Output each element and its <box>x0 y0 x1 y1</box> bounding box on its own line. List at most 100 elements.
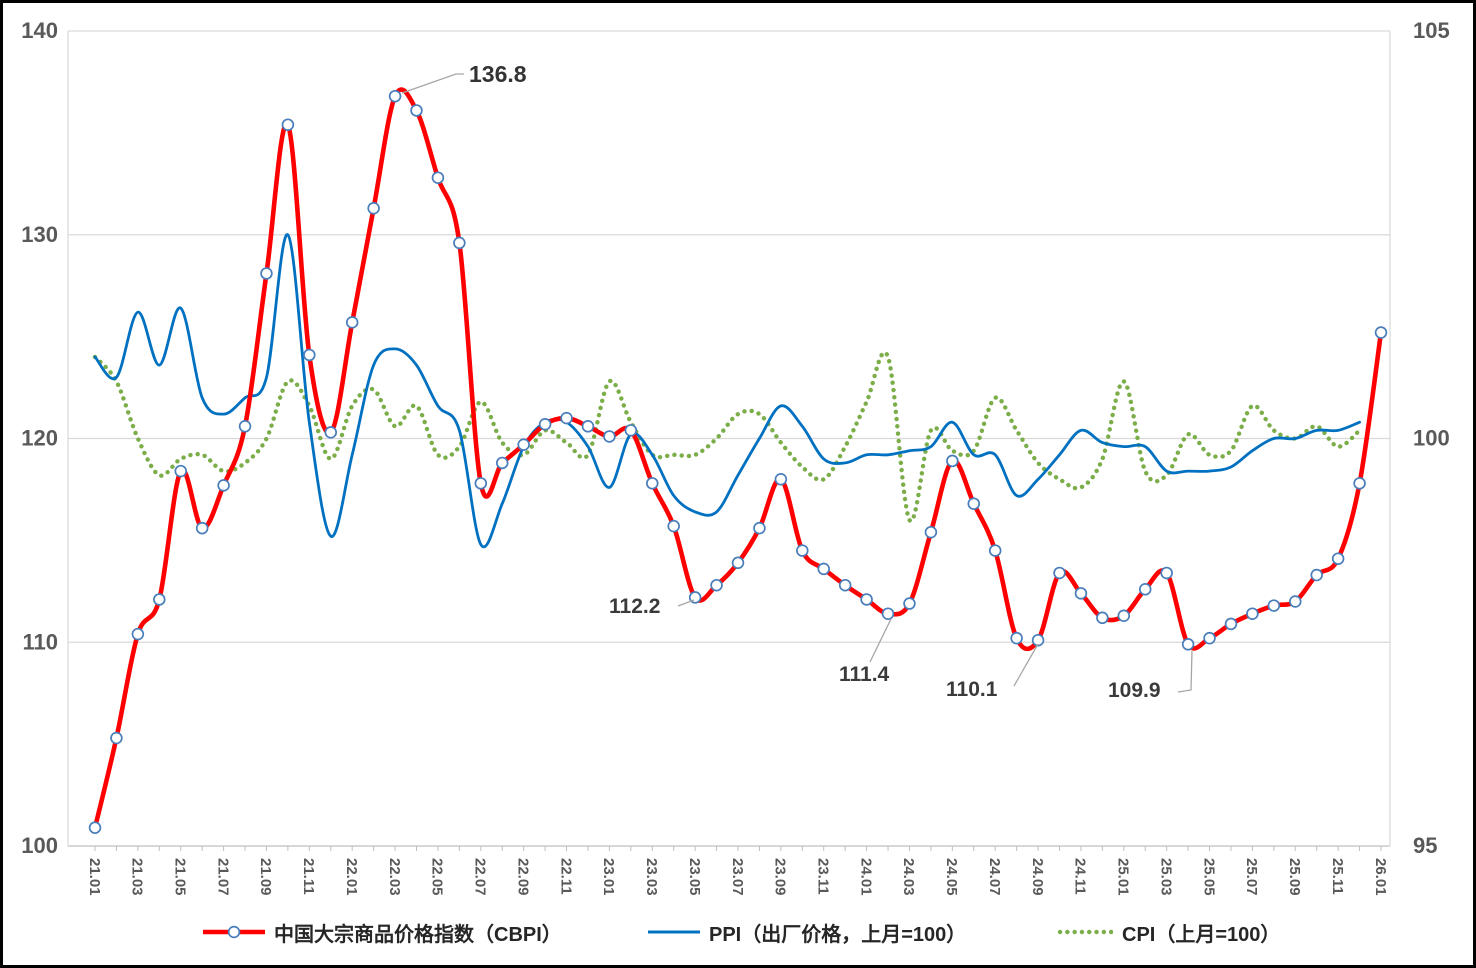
cbpi-line <box>92 87 1384 830</box>
annotation-dip-109-9: 109.9 <box>1108 679 1161 702</box>
cbpi-marker <box>667 519 680 533</box>
cbpi-marker <box>517 438 530 451</box>
cpi-line <box>92 350 1362 524</box>
cbpi-marker <box>1138 583 1152 596</box>
legend-label-cbpi: 中国大宗商品价格指数（CBPI） <box>274 923 562 946</box>
cbpi-marker <box>603 430 616 443</box>
annotation-peak-136-8: 136.8 <box>469 61 527 87</box>
annotation-leader-line <box>401 73 464 94</box>
x-axis-label: 25.01 <box>1115 858 1132 896</box>
left-axis-label: 100 <box>21 833 58 858</box>
cbpi-marker <box>1353 477 1366 490</box>
cbpi-marker <box>860 593 873 606</box>
cbpi-marker <box>881 607 895 620</box>
annotation-dip-111-4: 111.4 <box>839 663 890 686</box>
x-axis-label: 25.11 <box>1329 858 1346 895</box>
legend-item-ppi: PPI（出厂价格，上月=100） <box>648 915 966 949</box>
cbpi-marker <box>238 420 252 433</box>
x-axis-label: 22.03 <box>386 858 403 896</box>
cbpi-marker <box>1117 609 1131 623</box>
cbpi-marker <box>1010 631 1023 645</box>
cbpi-marker <box>1310 568 1323 582</box>
cbpi-marker <box>1160 566 1173 580</box>
right-axis-label: 105 <box>1413 18 1450 43</box>
x-axis-label: 23.03 <box>643 858 660 896</box>
cbpi-marker <box>474 477 488 490</box>
cbpi-marker <box>195 521 209 535</box>
x-axis-label: 24.09 <box>1029 858 1046 896</box>
x-axis-label: 22.11 <box>557 858 574 895</box>
x-axis-label: 25.05 <box>1200 858 1217 896</box>
cbpi-marker <box>1053 566 1066 580</box>
cbpi-marker <box>1074 587 1088 600</box>
cbpi-marker <box>1181 638 1195 651</box>
cbpi-marker <box>495 456 509 470</box>
x-axis-label: 22.01 <box>343 858 360 896</box>
cbpi-marker <box>260 267 273 280</box>
x-axis-label: 22.07 <box>472 858 489 896</box>
x-axis-label: 22.05 <box>429 858 446 896</box>
ppi-line <box>93 233 1361 549</box>
annotation-leader-line <box>677 599 695 607</box>
cbpi-marker <box>646 477 659 490</box>
x-axis-label: 21.03 <box>129 858 146 896</box>
cbpi-marker <box>388 89 402 103</box>
x-axis-label: 21.05 <box>171 858 188 896</box>
x-axis-label: 21.11 <box>300 858 317 895</box>
x-axis-label: 23.07 <box>729 858 746 896</box>
cbpi-marker <box>324 426 338 439</box>
right-axis-label: 100 <box>1413 426 1450 451</box>
cbpi-marker <box>410 104 423 117</box>
cbpi-marker <box>1096 611 1109 625</box>
cbpi-marker <box>924 525 938 539</box>
cbpi-marker <box>624 424 638 437</box>
cbpi-marker <box>731 556 745 570</box>
x-axis-label: 25.03 <box>1157 858 1174 896</box>
x-axis-label: 21.07 <box>214 858 231 896</box>
right-axis-label: 95 <box>1413 833 1437 858</box>
cbpi-marker <box>1289 595 1302 608</box>
x-axis-label: 24.11 <box>1072 858 1089 895</box>
cbpi-marker <box>367 202 380 215</box>
x-axis-label: 23.01 <box>600 858 617 896</box>
annotation-dip-110-1: 110.1 <box>946 678 998 701</box>
annotation-dip-112-2: 112.2 <box>609 595 661 618</box>
x-axis-label: 25.09 <box>1286 858 1303 896</box>
cbpi-marker <box>774 473 788 486</box>
x-axis-label: 26.01 <box>1372 858 1389 896</box>
cbpi-marker <box>796 544 809 557</box>
annotation-leader-line <box>869 618 892 663</box>
cbpi-marker <box>710 578 723 592</box>
x-axis-label: 23.09 <box>772 858 789 896</box>
x-axis-label: 21.09 <box>257 858 274 896</box>
cbpi-marker <box>1246 607 1259 620</box>
cbpi-marker <box>217 479 230 492</box>
x-axis-label: 23.05 <box>686 858 703 896</box>
x-axis-label: 24.05 <box>943 858 960 896</box>
cbpi-marker <box>838 578 852 592</box>
annotation-leader-line <box>1013 643 1039 687</box>
legend-item-cbpi: 中国大宗商品价格指数（CBPI） <box>203 915 562 949</box>
cbpi-marker <box>1031 633 1045 647</box>
left-axis-label: 140 <box>21 18 58 43</box>
cbpi-marker <box>1267 599 1281 612</box>
cbpi-marker <box>174 464 187 478</box>
x-axis-label: 25.07 <box>1243 858 1260 896</box>
cbpi-marker <box>131 627 145 641</box>
cbpi-marker <box>431 171 445 184</box>
cbpi-marker <box>88 821 102 834</box>
cbpi-marker <box>817 562 830 576</box>
cpi-legend-swatch-icon <box>1057 929 1113 935</box>
left-axis-label: 130 <box>21 222 58 247</box>
cbpi-marker <box>281 118 295 131</box>
ppi-legend-swatch-icon <box>648 930 700 934</box>
x-axis-label: 22.09 <box>514 858 531 896</box>
x-axis-label: 24.03 <box>900 858 917 896</box>
x-axis-label: 24.07 <box>986 858 1003 896</box>
cbpi-marker <box>988 544 1002 557</box>
cbpi-marker <box>153 593 166 606</box>
legend-item-cpi: CPI（上月=100） <box>1057 915 1280 949</box>
chart-legend: 中国大宗商品价格指数（CBPI） PPI（出厂价格，上月=100） CPI（上月… <box>3 915 1473 949</box>
cbpi-marker <box>453 236 466 250</box>
cbpi-marker <box>903 597 916 610</box>
